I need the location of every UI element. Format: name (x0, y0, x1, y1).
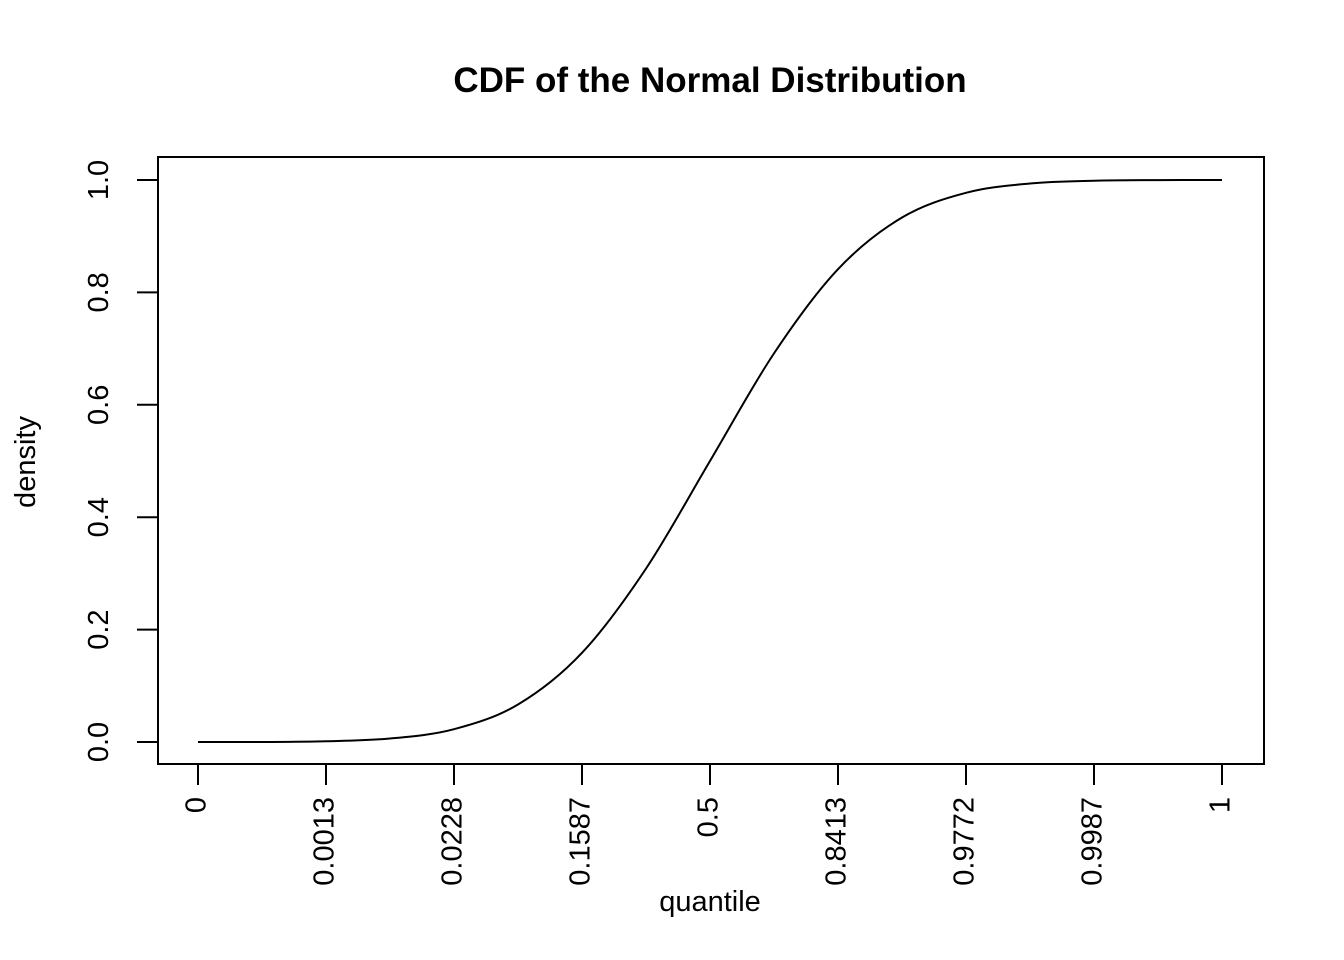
y-tick-label: 0.4 (83, 497, 115, 537)
x-tick-label: 0.0228 (437, 797, 469, 886)
x-tick-label: 0.9772 (949, 797, 981, 886)
y-tick-label: 0.2 (83, 609, 115, 649)
cdf-line (197, 179, 1223, 744)
y-tick-label: 0.0 (83, 722, 115, 762)
x-tick-label: 0.1587 (565, 797, 597, 886)
x-tick-label: 0.9987 (1077, 797, 1109, 886)
y-axis: 0.0 0.2 0.4 0.6 0.8 1.0 (83, 160, 159, 762)
x-axis-label: quantile (659, 886, 761, 918)
x-tick-label: 0.0013 (309, 797, 341, 886)
y-axis-label: density (10, 416, 42, 508)
x-tick-label: 0 (181, 797, 213, 813)
x-tick-label: 0.5 (693, 797, 725, 837)
x-axis: 0 0.0013 0.0228 0.1587 0.5 0.8413 0.9772 0.9987… (181, 763, 1237, 886)
x-tick-label: 1 (1205, 797, 1237, 813)
y-tick-label: 1.0 (83, 160, 115, 200)
y-tick-label: 0.8 (83, 272, 115, 312)
y-tick-label: 0.6 (83, 385, 115, 425)
chart-title: CDF of the Normal Distribution (453, 61, 966, 100)
x-tick-label: 0.8413 (821, 797, 853, 886)
